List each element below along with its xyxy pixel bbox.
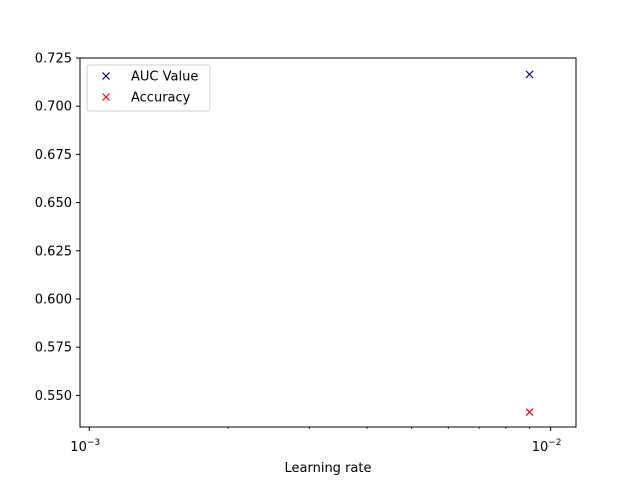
legend-label: Accuracy [131, 91, 191, 106]
legend-marker [102, 72, 110, 80]
data-point-marker [525, 408, 534, 417]
legend-label: AUC Value [131, 70, 198, 85]
plot-frame [79, 57, 577, 428]
y-tick-label: 0.550 [35, 389, 72, 404]
legend: AUC Value Accuracy [86, 64, 211, 112]
x-axis-label: Learning rate [285, 461, 372, 476]
legend-box [86, 64, 211, 112]
data-point-marker [525, 70, 534, 79]
y-tick-label: 0.700 [35, 100, 72, 115]
y-tick-label: 0.600 [35, 292, 72, 307]
y-tick-label: 0.650 [35, 196, 72, 211]
y-tick-label: 0.675 [35, 148, 72, 163]
y-tick-label: 0.575 [35, 341, 72, 356]
data-points [525, 70, 534, 417]
legend-marker [102, 93, 110, 101]
y-tick-label: 0.725 [35, 52, 72, 67]
y-tick-label: 0.625 [35, 244, 72, 259]
y-axis-ticks: 0.550 0.575 0.600 0.625 0.650 0.675 0.700 0.725 [35, 52, 80, 404]
